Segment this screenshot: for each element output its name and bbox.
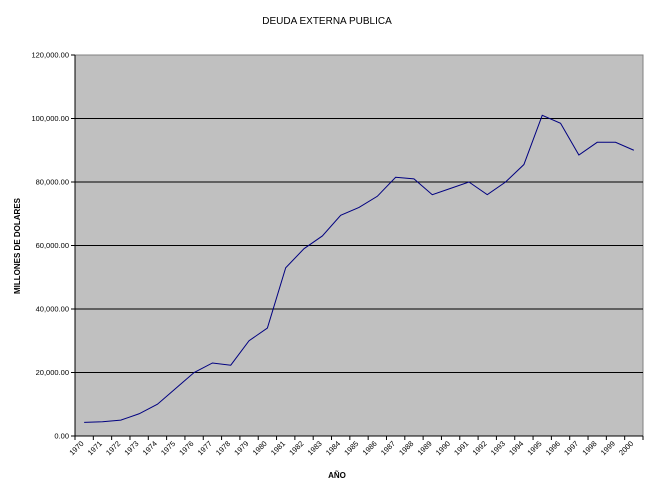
x-tick-label: 1980 — [251, 439, 269, 457]
x-tick-label: 1985 — [342, 439, 360, 457]
x-tick-label: 1983 — [306, 439, 324, 457]
x-tick-label: 1986 — [361, 439, 379, 457]
y-tick-label: 40,000.00 — [36, 305, 69, 314]
x-tick-label: 1975 — [159, 439, 177, 457]
y-tick-label: 120,000.00 — [31, 51, 69, 60]
x-tick-label: 1972 — [104, 439, 122, 457]
x-tick-label: 1990 — [434, 439, 452, 457]
x-tick-label: 1982 — [287, 439, 305, 457]
x-tick-label: 1991 — [452, 439, 470, 457]
x-tick-label: 1989 — [416, 439, 434, 457]
x-tick-label: 1978 — [214, 439, 232, 457]
x-tick-label: 1971 — [86, 439, 104, 457]
x-tick-label: 2000 — [617, 439, 635, 457]
x-tick-label: 1977 — [196, 439, 214, 457]
x-tick-label: 1976 — [177, 439, 195, 457]
y-tick-label: 60,000.00 — [36, 241, 69, 250]
x-tick-label: 1984 — [324, 439, 342, 457]
x-tick-label: 1992 — [471, 439, 489, 457]
y-axis: 0.00 20,000.00 40,000.00 60,000.00 80,000.00… — [31, 51, 75, 441]
x-tick-label: 1987 — [379, 439, 397, 457]
x-tick-label: 1999 — [599, 439, 617, 457]
x-tick-label: 1997 — [562, 439, 580, 457]
x-tick-label: 1973 — [122, 439, 140, 457]
y-tick-label: 0.00 — [54, 432, 69, 441]
x-tick-label: 1979 — [232, 439, 250, 457]
x-tick-label: 1993 — [489, 439, 507, 457]
y-tick-label: 100,000.00 — [31, 114, 69, 123]
x-tick-label: 1974 — [141, 439, 159, 457]
y-tick-label: 80,000.00 — [36, 178, 69, 187]
series-line — [84, 114, 635, 423]
x-tick-label: 1996 — [544, 439, 562, 457]
series-layer — [84, 114, 635, 423]
y-tick-label: 20,000.00 — [36, 368, 69, 377]
x-axis-label: AÑO — [328, 471, 346, 480]
chart-title: DEUDA EXTERNA PUBLICA — [262, 16, 392, 27]
x-tick-label: 1998 — [580, 439, 598, 457]
x-tick-label: 1981 — [269, 439, 287, 457]
y-axis-label: MILLONES DE DOLARES — [13, 197, 22, 294]
x-tick-label: 1995 — [525, 439, 543, 457]
x-tick-label: 1970 — [67, 439, 85, 457]
x-tick-label: 1994 — [507, 439, 525, 457]
x-tick-label: 1988 — [397, 439, 415, 457]
